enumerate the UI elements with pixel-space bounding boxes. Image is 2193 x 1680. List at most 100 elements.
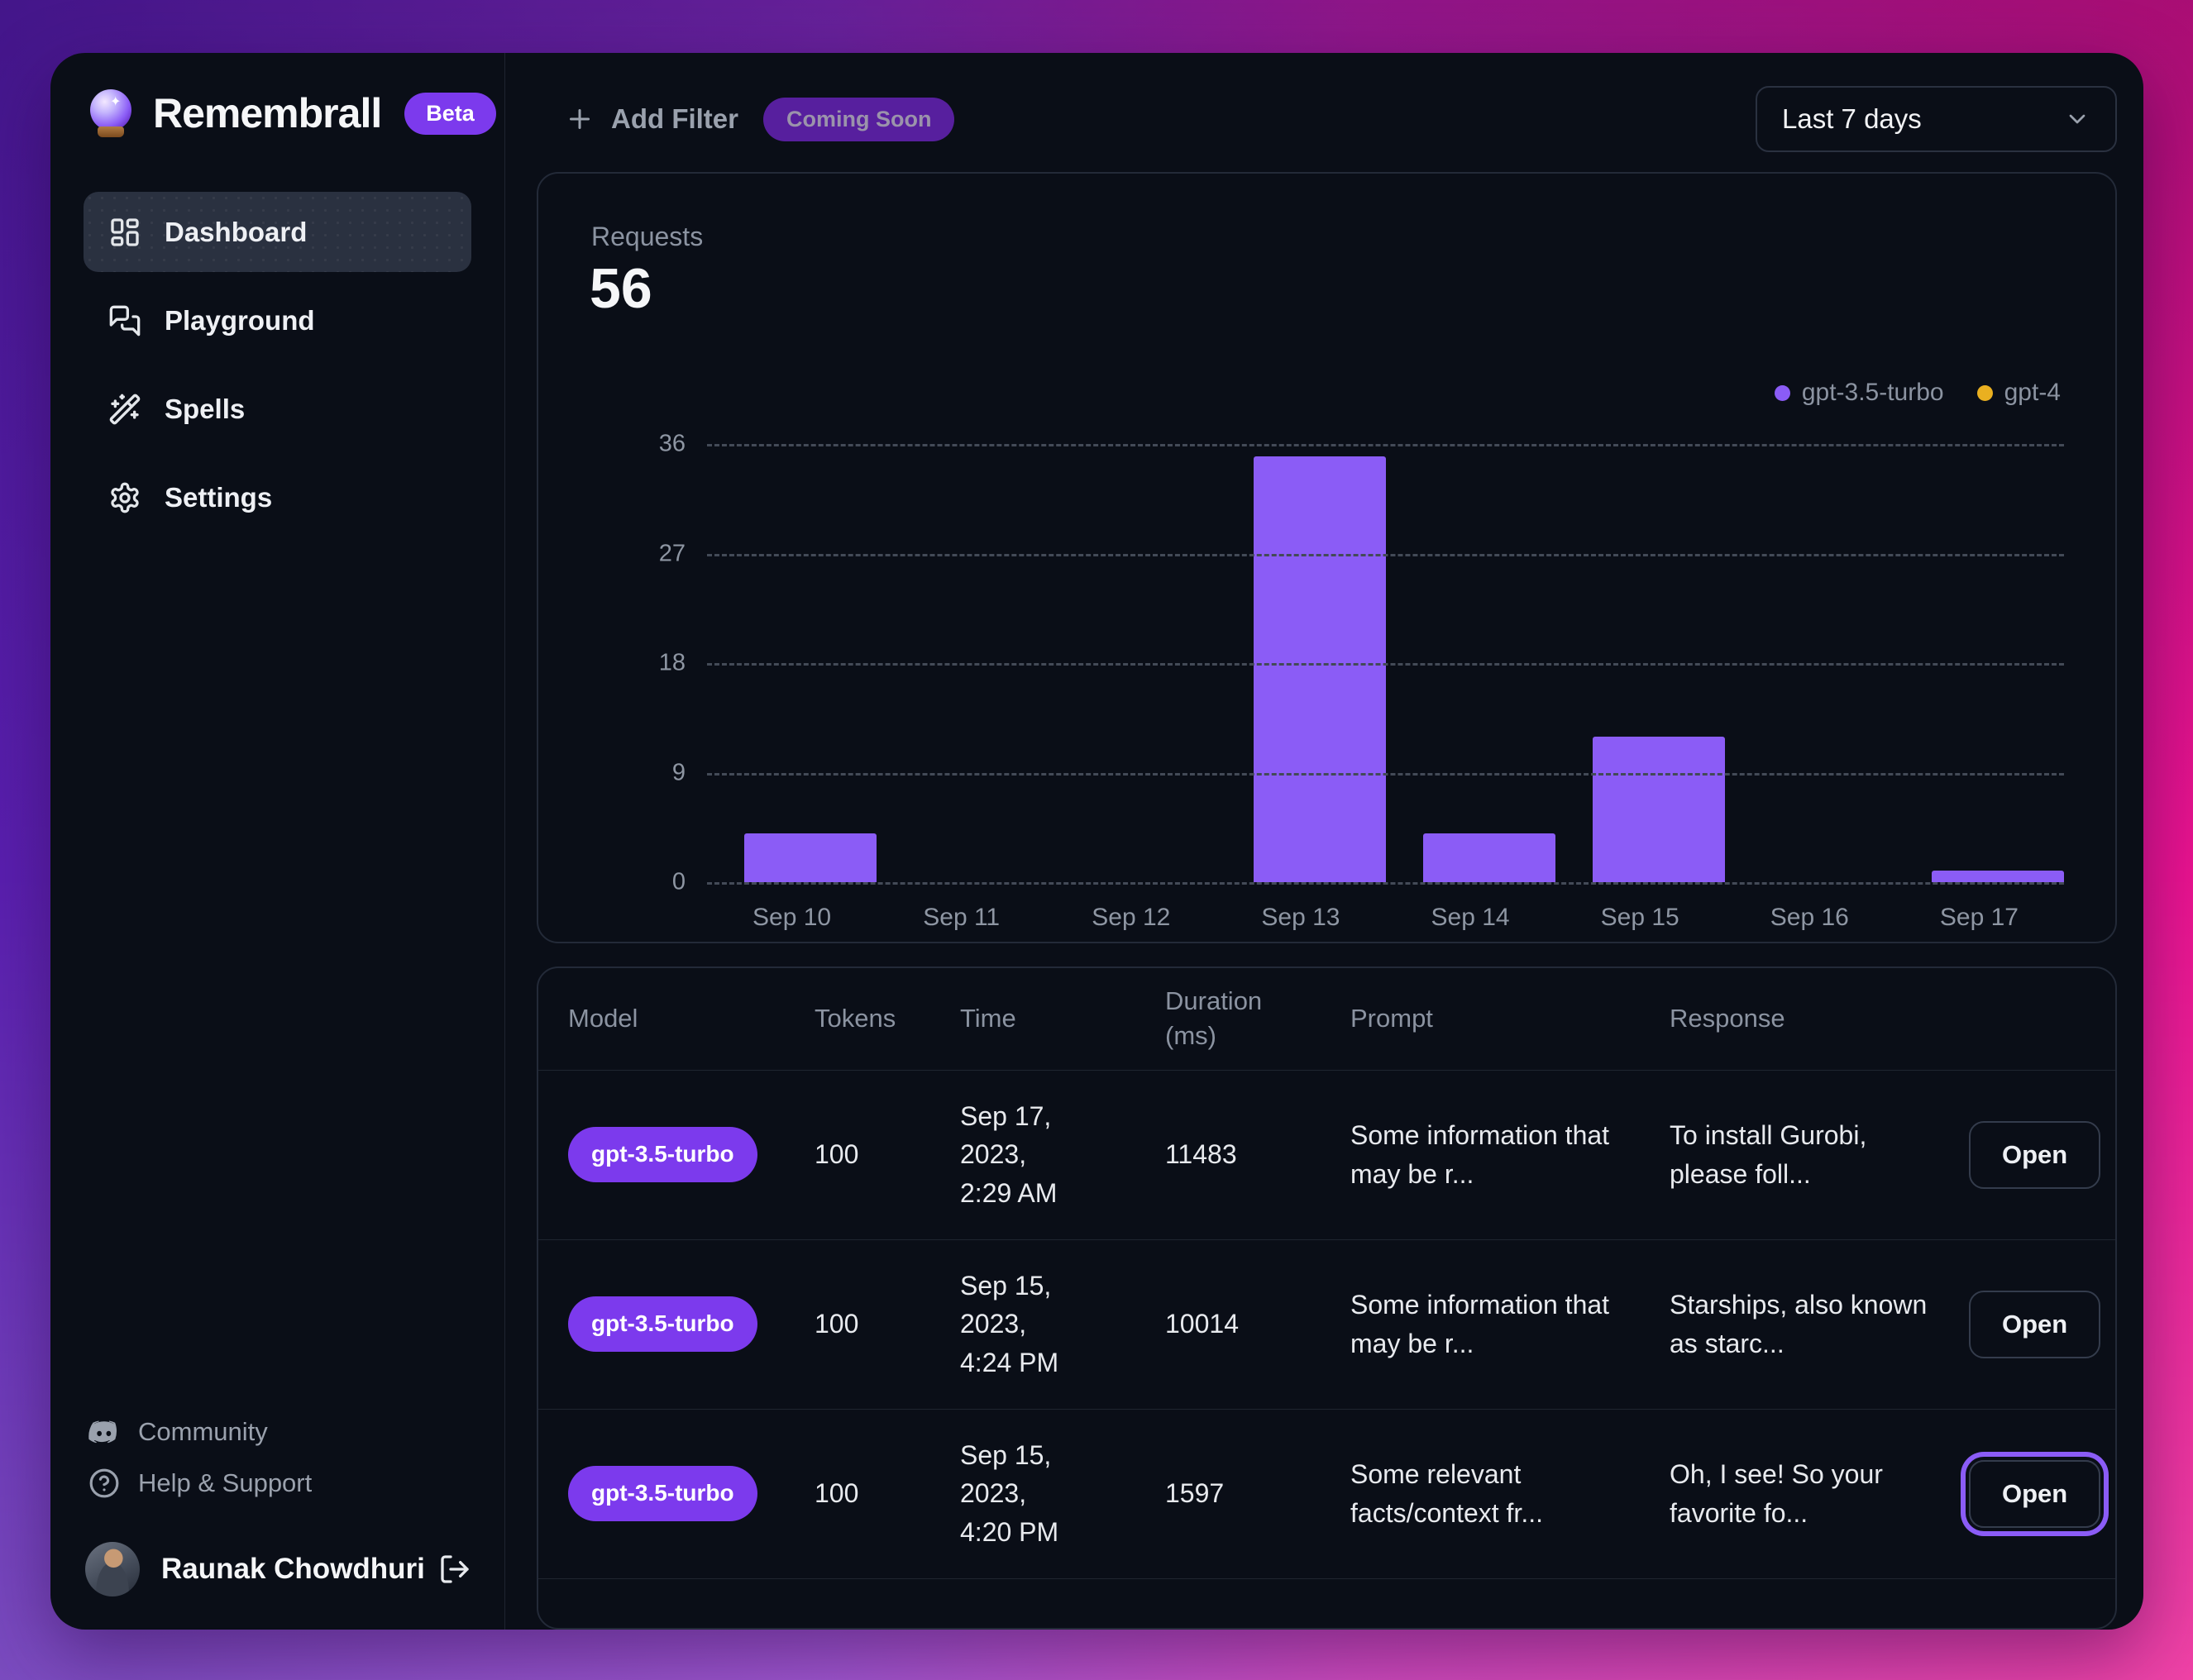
model-badge: gpt-3.5-turbo [568,1466,757,1521]
chevron-down-icon [2064,106,2090,132]
time-cell: Sep 15, 2023, 4:24 PM [960,1270,1059,1377]
gridline [707,772,2064,776]
prompt-cell: Some information that may be r... [1350,1290,1610,1358]
sidebar-item-label: Spells [165,393,246,424]
community-label: Community [138,1417,268,1446]
open-button[interactable]: Open [1969,1120,2101,1189]
x-axis-tick-label: Sep 14 [1431,904,1510,932]
bar-chart-plot [707,444,2064,885]
gridline [707,882,2064,885]
response-cell: To install Gurobi, please foll... [1670,1120,1867,1189]
y-axis-tick-label: 36 [658,430,686,457]
sidebar-footer: Community Help & Support Raunak Chowdhur… [84,1406,471,1596]
y-axis-tick-label: 18 [658,649,686,676]
y-axis-labels: 36 27 18 9 0 [590,431,686,895]
metric-value: 56 [590,257,652,321]
beta-badge: Beta [404,92,496,135]
chart-legend: gpt-3.5-turbo gpt-4 [1774,379,2061,407]
chat-bubbles-icon [108,304,141,337]
topbar: Add Filter Coming Soon Last 7 days [537,86,2117,153]
legend-item: gpt-3.5-turbo [1774,379,1944,407]
duration-cell: 1597 [1165,1478,1225,1509]
gridline [707,444,2064,447]
column-header: Model [568,1004,638,1033]
x-axis-tick-label: Sep 16 [1770,904,1849,932]
column-header: Prompt [1350,1004,1433,1033]
open-button[interactable]: Open [1969,1290,2101,1358]
help-support-link[interactable]: Help & Support [84,1458,471,1509]
sidebar-item-settings[interactable]: Settings [84,457,471,537]
column-header: Response [1670,1004,1785,1033]
table-row: gpt-3.5-turbo 100 Sep 15, 2023, 4:20 PM 159… [538,1410,2115,1579]
model-cell: gpt-3.5-turbo [568,1296,815,1352]
app-window: ✦ Remembrall Beta Dashboard Playground [50,53,2143,1630]
table-header-row: Model Tokens Time Duration (ms) Prompt Respon… [538,968,2115,1071]
legend-item: gpt-4 [1976,379,2061,407]
add-filter-button[interactable]: Add Filter Coming Soon [565,97,955,141]
prompt-cell: Some information that may be r... [1350,1120,1610,1189]
x-axis-tick-label: Sep 10 [752,904,832,932]
main-content: Add Filter Coming Soon Last 7 days Reque… [505,53,2143,1630]
sidebar-item-dashboard[interactable]: Dashboard [84,192,471,272]
column-header: Time [960,1004,1016,1033]
table-row: gpt-3.5-turbo 100 Sep 15, 2023, 4:24 PM 100… [538,1240,2115,1410]
log-out-icon[interactable] [438,1553,471,1586]
model-cell: gpt-3.5-turbo [568,1466,815,1521]
user-name: Raunak Chowdhuri [161,1553,425,1585]
date-range-value: Last 7 days [1782,103,1922,135]
legend-dot-icon [1976,384,1993,401]
column-header: Duration (ms) [1165,986,1263,1051]
gridline [707,663,2064,666]
bar-sep-13[interactable] [1253,456,1386,883]
sidebar-item-label: Settings [165,481,273,513]
bar-sep-14[interactable] [1422,833,1555,883]
crystal-ball-logo-icon: ✦ [87,89,135,137]
gridline [707,553,2064,556]
x-axis-tick-label: Sep 11 [923,904,1001,932]
bar-sep-15[interactable] [1592,736,1725,883]
y-axis-tick-label: 9 [671,759,686,786]
response-cell: Starships, also known as starc... [1670,1290,1928,1358]
legend-label: gpt-4 [2004,379,2061,407]
bar-sep-10[interactable] [744,833,877,883]
discord-icon [88,1416,120,1448]
bar-slot [707,444,877,883]
model-cell: gpt-3.5-turbo [568,1127,815,1182]
sidebar-item-playground[interactable]: Playground [84,280,471,360]
legend-dot-icon [1774,384,1790,401]
open-button[interactable]: Open [1969,1459,2101,1528]
model-badge: gpt-3.5-turbo [568,1296,757,1352]
sidebar-nav: Dashboard Playground Spells Settings [84,192,471,537]
x-axis-tick-label: Sep 17 [1939,904,2019,932]
add-filter-label: Add Filter [611,103,738,135]
response-cell: Oh, I see! So your favorite fo... [1670,1459,1883,1528]
sidebar-item-spells[interactable]: Spells [84,369,471,449]
community-link[interactable]: Community [84,1406,471,1458]
prompt-cell: Some relevant facts/context fr... [1350,1459,1543,1528]
app-title: Remembrall [153,90,382,136]
time-cell: Sep 15, 2023, 4:20 PM [960,1439,1059,1547]
user-avatar[interactable] [85,1542,140,1596]
duration-cell: 10014 [1165,1309,1239,1339]
x-axis-tick-label: Sep 13 [1261,904,1340,932]
bar-slot [1386,444,1555,883]
bar-slot [1555,444,1725,883]
date-range-select[interactable]: Last 7 days [1756,86,2117,153]
y-axis-tick-label: 0 [671,868,686,895]
column-header: Tokens [815,1004,896,1033]
help-support-label: Help & Support [138,1468,313,1497]
help-circle-icon [88,1468,120,1499]
table-row: gpt-3.5-turbo 100 Sep 17, 2023, 2:29 AM 114… [538,1071,2115,1240]
model-badge: gpt-3.5-turbo [568,1127,757,1182]
sidebar-item-label: Playground [165,304,315,336]
layout-dashboard-icon [108,216,141,249]
requests-table-card: Model Tokens Time Duration (ms) Prompt Respon… [537,966,2117,1630]
x-axis-tick-label: Sep 15 [1600,904,1679,932]
bar-slot [1894,444,2064,883]
bar-sep-17[interactable] [1932,870,2064,883]
coming-soon-badge: Coming Soon [763,97,955,141]
time-cell: Sep 17, 2023, 2:29 AM [960,1100,1058,1208]
user-row: Raunak Chowdhuri [84,1542,471,1596]
tokens-cell: 100 [815,1139,859,1170]
sidebar-item-label: Dashboard [165,216,308,247]
